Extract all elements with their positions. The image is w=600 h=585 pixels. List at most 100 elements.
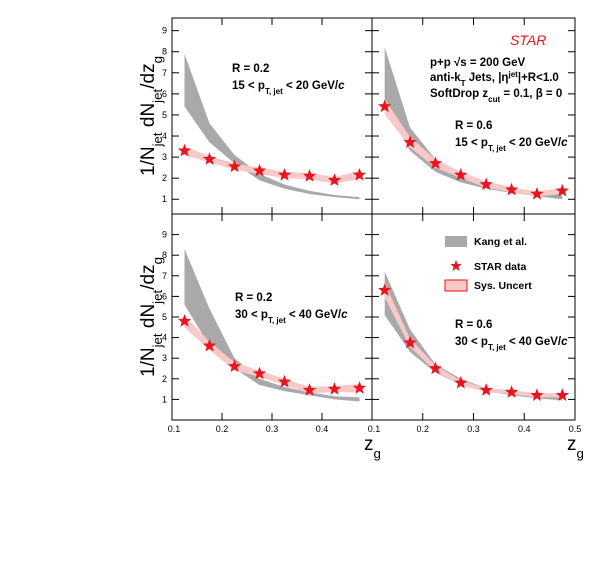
- text-segment: g: [150, 257, 165, 264]
- text-segment: T, jet: [488, 144, 506, 153]
- data-point: [227, 159, 242, 173]
- data-point: [252, 163, 267, 177]
- text-segment: < 40 GeV/: [286, 309, 342, 321]
- text-segment: c: [341, 309, 348, 321]
- legend-swatch: [445, 236, 467, 247]
- legend: Kang et al. STAR data Sys. Uncert: [444, 236, 532, 292]
- text-segment: |+R<1.0: [518, 72, 559, 84]
- annotation: R = 0.6: [455, 120, 492, 132]
- data-point: [252, 366, 267, 380]
- x-tick-label: 0.2: [216, 424, 229, 434]
- data-point: [479, 383, 493, 396]
- text-segment: dN: [138, 304, 159, 334]
- x-tick-label: 0.5: [569, 424, 582, 434]
- data-point: [378, 99, 392, 113]
- annotation: p+p √s = 200 GeV: [430, 56, 525, 69]
- annotation: 30 < pT, jet < 40 GeV/c: [455, 336, 568, 352]
- x-tick-label: 0.3: [266, 424, 279, 434]
- annotation: anti-kT Jets, |ηjet|+R<1.0: [430, 70, 559, 88]
- data-point: [504, 385, 519, 398]
- text-segment: 30 < p: [455, 336, 488, 348]
- text-segment: R = 0.6: [455, 120, 492, 132]
- text-segment: /dz: [138, 264, 159, 289]
- legend-swatch: [450, 260, 462, 271]
- y-tick-label: 1: [162, 194, 167, 204]
- sys-band: [384, 99, 563, 197]
- text-segment: SoftDrop z: [430, 88, 488, 100]
- y-tick-label: 5: [162, 312, 167, 322]
- y-tick-label: 2: [162, 374, 167, 384]
- y-axis-label: 1/Njet dNjet/dzg: [138, 257, 165, 377]
- text-segment: R = 0.2: [232, 63, 269, 75]
- plot-area: [177, 249, 367, 402]
- data-point: [202, 152, 217, 165]
- x-tick-label: 0.2: [416, 424, 429, 434]
- text-segment: jet: [507, 70, 518, 79]
- y-tick-label: 6: [162, 89, 167, 99]
- x-tick-label: 0.1: [368, 424, 381, 434]
- data-point: [504, 182, 519, 196]
- annotation: 15 < pT, jet < 20 GeV/c: [232, 80, 345, 96]
- text-segment: < 40 GeV/: [506, 336, 562, 348]
- legend-label: STAR data: [474, 261, 526, 273]
- plot-area: [378, 271, 569, 401]
- data-point: [403, 335, 417, 349]
- x-axis-label: zg: [364, 434, 381, 461]
- text-segment: < 20 GeV/: [283, 80, 339, 92]
- annotation: R = 0.2: [232, 63, 269, 75]
- y-tick-label: 9: [162, 230, 167, 240]
- data-point: [378, 283, 392, 296]
- text-segment: T, jet: [265, 87, 283, 96]
- data-point: [327, 382, 342, 395]
- text-segment: = 0.1, β = 0: [500, 88, 562, 100]
- text-segment: jet: [150, 333, 165, 348]
- sys-band: [184, 314, 360, 394]
- data-point: [202, 338, 217, 352]
- data-point: [530, 186, 544, 200]
- data-point: [479, 177, 493, 191]
- y-tick-label: 3: [162, 353, 167, 363]
- legend-label: Kang et al.: [474, 236, 527, 248]
- text-segment: Jets, |η: [466, 72, 509, 84]
- text-segment: T, jet: [268, 316, 286, 325]
- y-tick-label: 6: [162, 291, 167, 301]
- y-tick-label: 9: [162, 26, 167, 36]
- annotation: 15 < pT, jet < 20 GeV/c: [455, 137, 568, 153]
- text-segment: T: [461, 79, 466, 88]
- y-tick-label: 4: [162, 333, 167, 343]
- annotation: R = 0.6: [455, 319, 492, 331]
- data-point: [454, 168, 468, 181]
- data-point: [428, 361, 443, 375]
- text-segment: anti-k: [430, 72, 461, 84]
- y-tick-label: 5: [162, 110, 167, 120]
- text-segment: 1/N: [138, 146, 159, 176]
- text-segment: z: [364, 434, 374, 455]
- data-point: [177, 314, 192, 327]
- data-point: [302, 169, 317, 182]
- data-point: [277, 168, 292, 181]
- y-tick-label: 3: [162, 152, 167, 162]
- experiment-label: STAR: [510, 32, 546, 48]
- text-segment: z: [567, 434, 577, 455]
- legend-label: Sys. Uncert: [474, 280, 532, 292]
- text-segment: 15 < p: [232, 80, 265, 92]
- text-segment: R = 0.2: [235, 292, 272, 304]
- data-point: [555, 183, 569, 197]
- data-point: [454, 375, 468, 389]
- text-segment: c: [561, 137, 568, 149]
- data-point: [428, 156, 443, 170]
- plot-area: [378, 47, 569, 200]
- data-point: [530, 388, 544, 401]
- annotation: 30 < pT, jet < 40 GeV/c: [235, 309, 348, 325]
- y-axis-label: 1/Njet dNjet/dzg: [138, 56, 165, 176]
- x-tick-label: 0.4: [316, 424, 329, 434]
- x-tick-label: 0.1: [168, 424, 181, 434]
- y-tick-label: 4: [162, 131, 167, 141]
- data-point: [403, 135, 417, 149]
- text-segment: jet: [150, 289, 165, 304]
- text-segment: g: [150, 56, 165, 63]
- x-tick-label: 0.3: [467, 424, 480, 434]
- text-segment: /dz: [138, 63, 159, 88]
